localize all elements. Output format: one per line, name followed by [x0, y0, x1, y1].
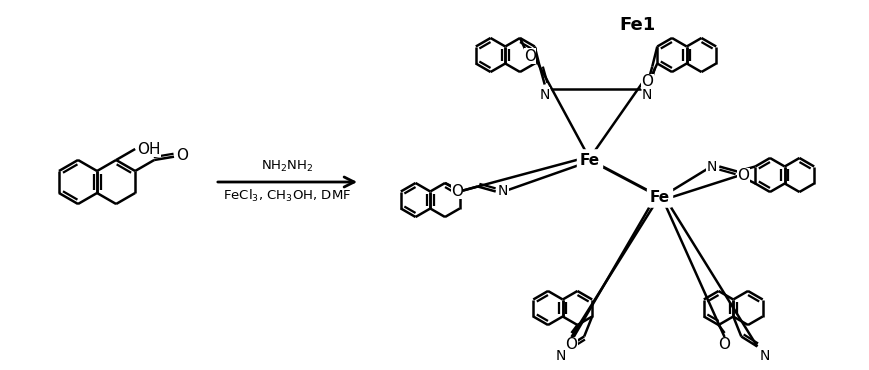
Text: O: O: [640, 74, 653, 89]
Text: Fe: Fe: [649, 189, 669, 205]
Text: N: N: [497, 184, 507, 198]
Text: N: N: [759, 349, 769, 363]
Text: N: N: [706, 159, 716, 174]
Text: O: O: [736, 168, 748, 183]
Text: O: O: [450, 184, 462, 198]
Text: NH$_2$NH$_2$: NH$_2$NH$_2$: [261, 159, 313, 174]
Text: Fe: Fe: [649, 189, 669, 205]
Text: OH: OH: [137, 141, 161, 157]
Text: O: O: [176, 148, 188, 163]
Text: O: O: [718, 337, 730, 352]
Text: Fe: Fe: [580, 152, 600, 168]
Text: Fe: Fe: [580, 152, 600, 168]
Text: N: N: [555, 349, 566, 363]
Text: O: O: [523, 48, 535, 64]
Text: O: O: [565, 337, 577, 352]
Text: N: N: [641, 87, 652, 101]
Text: Fe1: Fe1: [619, 16, 655, 34]
Text: FeCl$_3$, CH$_3$OH, DMF: FeCl$_3$, CH$_3$OH, DMF: [223, 188, 351, 204]
Text: N: N: [539, 87, 549, 101]
